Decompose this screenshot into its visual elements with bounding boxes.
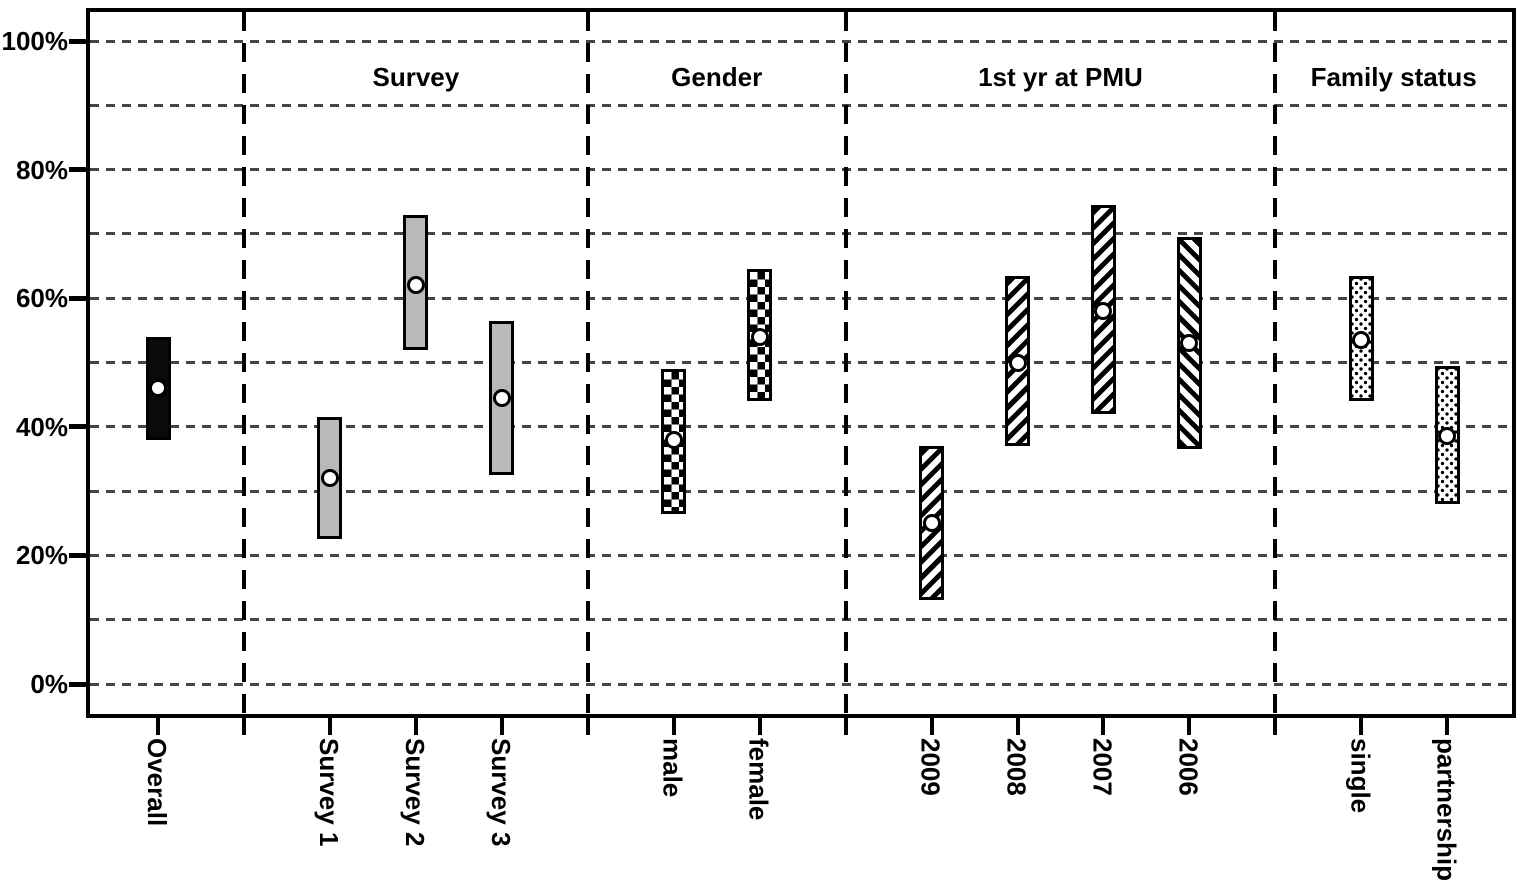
estimate-dot: [1438, 427, 1457, 446]
x-tick: [757, 718, 762, 735]
group-header: Survey: [372, 62, 460, 92]
x-category-label: Survey 2: [399, 738, 430, 847]
x-category-label: female: [743, 738, 774, 821]
x-tick: [1359, 718, 1364, 735]
estimate-dot: [320, 469, 339, 488]
gridline: [90, 618, 1512, 622]
group-header: 1st yr at PMU: [978, 62, 1143, 92]
x-category-label: 2009: [915, 738, 946, 796]
gridline: [90, 682, 1512, 686]
gridline: [90, 168, 1512, 172]
y-tick-label: 0%: [30, 669, 68, 699]
gridline: [90, 39, 1512, 43]
y-tick-label: 60%: [15, 283, 68, 314]
estimate-dot: [1094, 302, 1113, 321]
gridline: [90, 296, 1512, 300]
x-tick: [671, 718, 676, 735]
group-separator: [585, 12, 590, 714]
group-separator: [1273, 12, 1278, 714]
x-category-label: Overall: [142, 738, 172, 827]
y-tick: [69, 552, 87, 558]
x-tick: [156, 718, 160, 735]
group-separator-tick: [585, 718, 590, 735]
estimate-dot: [1180, 334, 1199, 353]
x-category-label: male: [657, 738, 688, 798]
x-tick: [929, 718, 934, 735]
x-category-label: 2006: [1173, 738, 1204, 796]
estimate-dot: [149, 379, 167, 398]
y-tick-label: 100%: [1, 26, 69, 56]
y-tick-label: 20%: [15, 540, 68, 571]
x-category-label: single: [1345, 738, 1376, 814]
y-tick: [69, 424, 87, 430]
group-separator-tick: [1273, 718, 1278, 735]
gridline: [90, 489, 1512, 493]
x-tick: [1187, 718, 1192, 735]
y-tick: [69, 295, 87, 301]
estimate-dot: [1008, 353, 1027, 372]
group-separator: [843, 12, 848, 714]
x-category-label: 2007: [1087, 738, 1118, 796]
group-header: Gender: [671, 62, 763, 92]
x-category-label: Survey 3: [485, 738, 516, 847]
group-separator-tick: [843, 718, 848, 735]
x-tick: [1445, 718, 1450, 735]
y-tick-label: 80%: [15, 154, 68, 185]
estimate-dot: [492, 388, 511, 407]
estimate-dot: [406, 276, 425, 295]
x-category-label: Survey 1: [313, 738, 344, 847]
group-header: Family status: [1310, 62, 1477, 92]
estimate-dot: [1352, 330, 1371, 349]
group-separator-tick: [241, 718, 246, 735]
gridline: [90, 232, 1512, 236]
gridline: [90, 425, 1512, 429]
x-tick: [499, 718, 504, 735]
gridline: [90, 553, 1512, 557]
y-tick: [69, 38, 87, 44]
estimate-dot: [664, 430, 683, 449]
x-category-label: partnership: [1431, 738, 1462, 882]
x-tick: [327, 718, 332, 735]
estimate-dot: [922, 514, 941, 533]
y-tick: [69, 681, 87, 687]
gridline: [90, 361, 1512, 364]
estimate-dot: [750, 327, 769, 346]
x-tick: [1015, 718, 1020, 735]
y-tick-label: 40%: [15, 411, 68, 442]
x-tick: [1101, 718, 1106, 735]
y-tick: [69, 167, 87, 173]
gridline: [90, 103, 1512, 107]
x-category-label: 2008: [1001, 738, 1032, 796]
x-tick: [413, 718, 418, 735]
group-separator: [241, 12, 246, 714]
